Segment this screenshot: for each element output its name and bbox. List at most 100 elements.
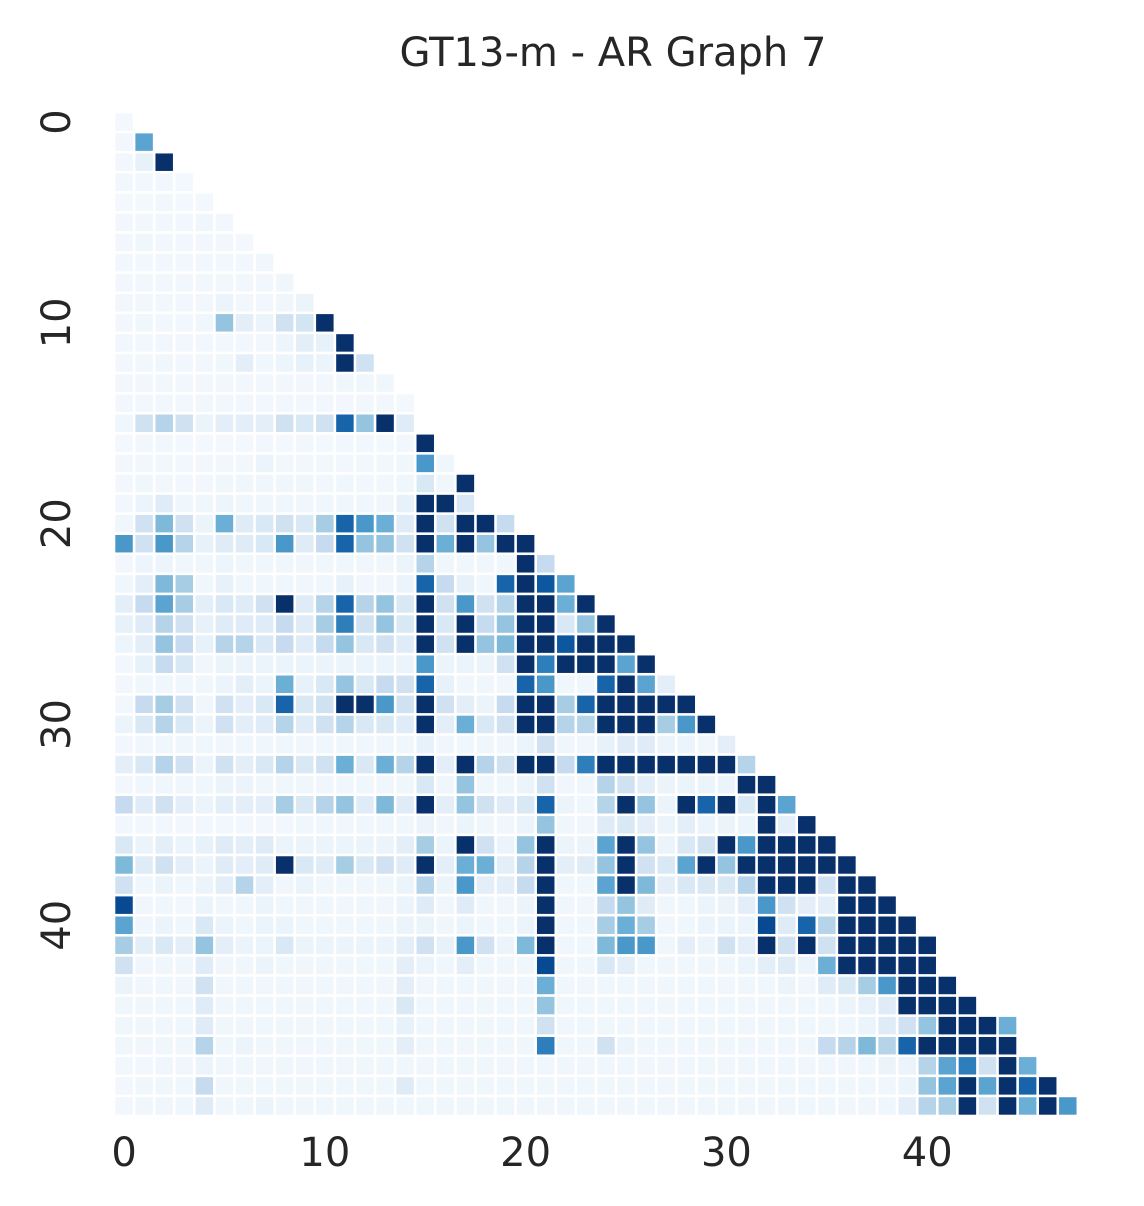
heatmap-cell — [235, 354, 254, 372]
heatmap-cell — [255, 434, 274, 453]
heatmap-cell — [195, 213, 214, 232]
heatmap-cell — [637, 916, 655, 934]
heatmap-cell — [657, 755, 675, 774]
heatmap-cell — [235, 374, 254, 392]
heatmap-cell — [135, 213, 153, 232]
heatmap-cell — [777, 996, 796, 1015]
heatmap-cell — [717, 856, 736, 874]
heatmap-cell — [175, 655, 194, 673]
heatmap-cell — [155, 836, 173, 854]
heatmap-cell — [235, 314, 254, 332]
heatmap-cell — [316, 976, 334, 995]
heatmap-cell — [296, 615, 314, 633]
heatmap-cell — [175, 434, 194, 453]
heatmap-cells — [115, 113, 1077, 1115]
heatmap-cell — [838, 976, 856, 995]
heatmap-cell — [135, 454, 153, 473]
heatmap-cell — [115, 294, 133, 312]
heatmap-cell — [557, 775, 575, 794]
heatmap-cell — [155, 314, 173, 332]
heatmap-cell — [577, 976, 595, 995]
heatmap-cell — [135, 394, 153, 412]
heatmap-cell — [577, 996, 595, 1015]
heatmap-cell — [577, 1057, 595, 1075]
heatmap-cell — [757, 836, 776, 854]
heatmap-cell — [737, 996, 756, 1015]
heatmap-cell — [336, 454, 354, 473]
heatmap-cell — [958, 1057, 977, 1075]
heatmap-cell — [275, 273, 294, 292]
heatmap-cell — [135, 354, 153, 372]
heatmap-cell — [958, 1036, 977, 1055]
heatmap-cell — [255, 936, 274, 955]
heatmap-cell — [516, 715, 535, 734]
heatmap-cell — [1018, 1097, 1037, 1115]
heatmap-cell — [155, 334, 173, 352]
heatmap-cell — [777, 916, 796, 934]
heatmap-cell — [275, 775, 294, 794]
heatmap-cell — [235, 635, 254, 653]
heatmap-cell — [396, 916, 414, 934]
heatmap-cell — [175, 233, 194, 252]
heatmap-cell — [456, 735, 475, 754]
heatmap-cell — [155, 996, 173, 1015]
heatmap-cell — [456, 494, 475, 513]
heatmap-cell — [195, 555, 214, 573]
heatmap-cell — [155, 1077, 173, 1095]
heatmap-cell — [115, 695, 133, 714]
heatmap-cell — [777, 976, 796, 995]
heatmap-cell — [838, 1097, 856, 1115]
heatmap-cell — [516, 595, 535, 613]
heatmap-cell — [215, 414, 234, 432]
heatmap-cell — [275, 494, 294, 513]
heatmap-cell — [396, 534, 414, 553]
heatmap-cell — [275, 374, 294, 392]
heatmap-cell — [396, 555, 414, 573]
heatmap-cell — [496, 856, 515, 874]
heatmap-cell — [396, 474, 414, 493]
heatmap-cell — [918, 1057, 936, 1075]
heatmap-cell — [637, 816, 655, 834]
heatmap-cell — [777, 816, 796, 834]
heatmap-cell — [356, 1097, 374, 1115]
heatmap-cell — [677, 916, 696, 934]
heatmap-cell — [396, 715, 414, 734]
heatmap-cell — [637, 856, 655, 874]
heatmap-cell — [296, 755, 314, 774]
heatmap-cell — [536, 675, 555, 694]
heatmap-cell — [376, 836, 394, 854]
heatmap-cell — [356, 735, 374, 754]
heatmap-cell — [637, 715, 655, 734]
heatmap-cell — [255, 956, 274, 975]
heatmap-cell — [316, 414, 334, 432]
heatmap-cell — [737, 1036, 756, 1055]
heatmap-cell — [275, 615, 294, 633]
heatmap-cell — [677, 796, 696, 814]
heatmap-cell — [255, 615, 274, 633]
heatmap-cell — [536, 695, 555, 714]
heatmap-cell — [577, 675, 595, 694]
heatmap-cell — [637, 735, 655, 754]
heatmap-cell — [396, 936, 414, 955]
heatmap-cell — [316, 334, 334, 352]
heatmap-cell — [115, 575, 133, 593]
heatmap-cell — [436, 836, 455, 854]
heatmap-cell — [476, 575, 495, 593]
heatmap-cell — [858, 1057, 876, 1075]
heatmap-cell — [557, 876, 575, 894]
heatmap-cell — [175, 374, 194, 392]
heatmap-cell — [135, 153, 153, 171]
heatmap-cell — [677, 976, 696, 995]
heatmap-cell — [195, 956, 214, 975]
heatmap-cell — [356, 896, 374, 914]
heatmap-cell — [697, 1097, 716, 1115]
heatmap-cell — [356, 454, 374, 473]
heatmap-cell — [838, 876, 856, 894]
heatmap-cell — [697, 856, 716, 874]
heatmap-cell — [336, 434, 354, 453]
heatmap-cell — [115, 153, 133, 171]
heatmap-cell — [255, 1097, 274, 1115]
heatmap-cell — [296, 896, 314, 914]
heatmap-cell — [215, 514, 234, 533]
heatmap-cell — [115, 494, 133, 513]
